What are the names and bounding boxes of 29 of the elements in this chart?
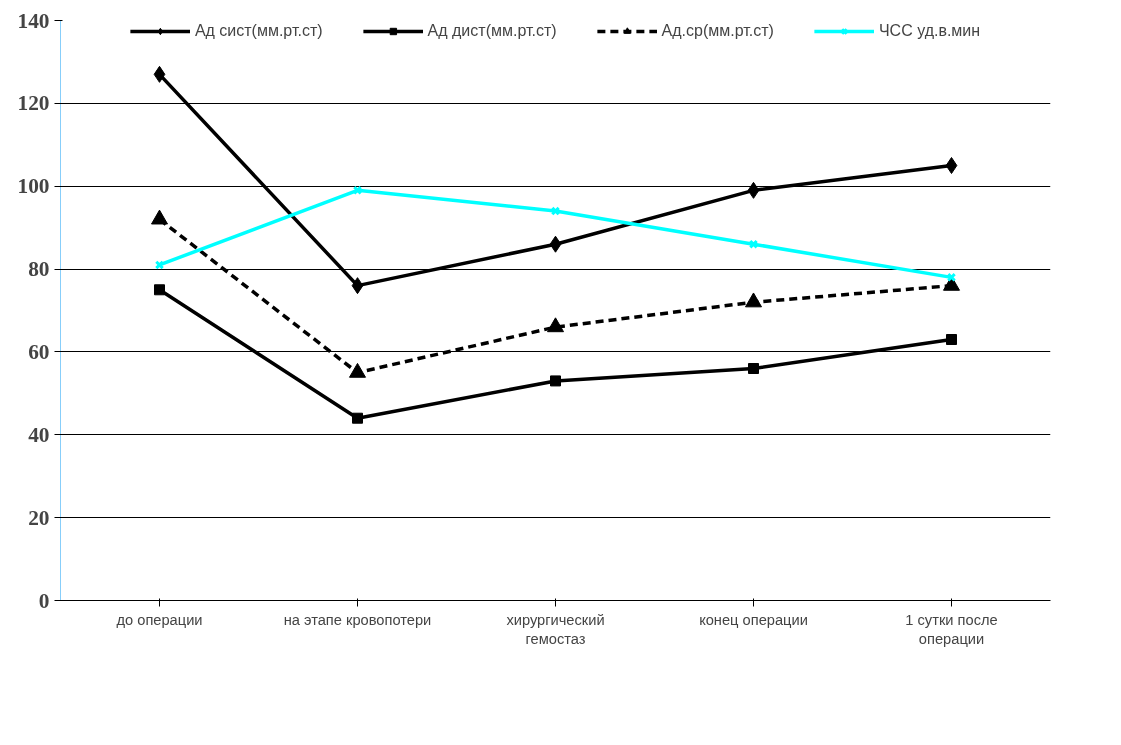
y-tick-label: 40 <box>28 422 50 447</box>
point <box>550 375 561 387</box>
point <box>747 181 760 199</box>
legend-label: ЧСС уд.в.мин <box>878 22 981 40</box>
x-tick-label: до операции <box>116 611 203 628</box>
point <box>748 363 759 374</box>
y-tick-label: 60 <box>28 339 50 364</box>
point <box>547 317 564 333</box>
x-tick-label: конец операции <box>699 611 808 628</box>
point <box>945 157 958 174</box>
point <box>153 65 166 83</box>
y-tick-label: 20 <box>28 505 50 530</box>
point <box>352 412 363 424</box>
y-tick-label: 140 <box>17 8 50 33</box>
y-tick-label: 120 <box>17 91 50 116</box>
legend-label: Ад.ср(мм.рт.ст) <box>661 22 774 40</box>
point <box>946 334 957 345</box>
legend-label: Ад дист(мм.рт.ст) <box>427 22 557 40</box>
point <box>549 235 562 253</box>
x-tick-label: 1 сутки после операции <box>905 611 998 647</box>
point <box>351 277 364 295</box>
legend-label: Ад сист(мм.рт.ст) <box>194 22 323 40</box>
y-tick-label: 100 <box>17 174 50 199</box>
x-tick-label: на этапе кровопотери <box>283 611 432 628</box>
y-tick-label: 0 <box>38 588 50 613</box>
x-tick-label: хирургический гемостаз <box>506 611 605 647</box>
point <box>154 284 165 296</box>
point <box>352 185 363 196</box>
y-tick-label: 80 <box>28 257 50 282</box>
